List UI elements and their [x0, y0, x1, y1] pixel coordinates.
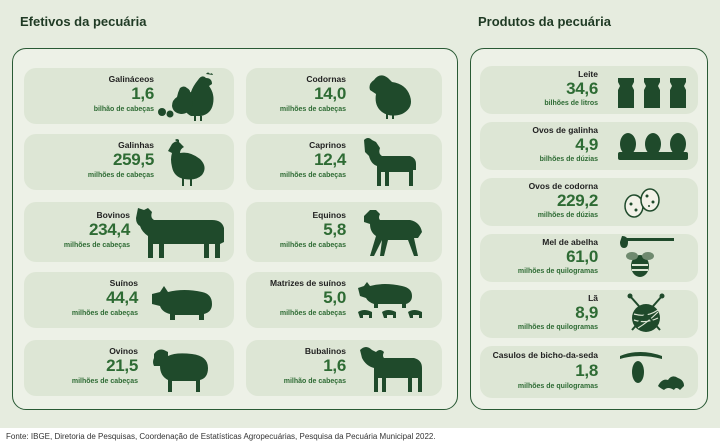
source-footnote: Fonte: IBGE, Diretoria de Pesquisas, Coo… — [6, 432, 436, 441]
card-unit: milhões de cabeças — [279, 172, 346, 179]
products-section-title: Produtos da pecuária — [478, 14, 611, 29]
chicken-hen-rooster-icon — [158, 72, 214, 121]
card-label: Ovos de codorna — [528, 181, 598, 191]
card-value: 229,2 — [556, 191, 598, 210]
card-label: Lã — [588, 293, 598, 303]
card-label: Mel de abelha — [542, 237, 598, 247]
card-value: 12,4 — [314, 150, 346, 169]
card-label: Bubalinos — [304, 346, 346, 356]
card-label: Caprinos — [309, 140, 346, 150]
card-unit: milhões de dúzias — [537, 212, 598, 219]
product-card-leite: Leite 34,6 bilhões de litros — [480, 66, 698, 114]
card-value: 34,6 — [566, 79, 598, 98]
card-value: 14,0 — [314, 84, 346, 103]
quail-icon — [369, 75, 411, 119]
livestock-card-galinhas: Galinhas 259,5 milhões de cabeças — [24, 134, 234, 190]
card-unit: milhões de cabeças — [71, 378, 138, 385]
livestock-card-codornas: Codornas 14,0 milhões de cabeças — [246, 68, 442, 124]
livestock-card-ovinos: Ovinos 21,5 milhões de cabeças — [24, 340, 234, 396]
livestock-card-suinos: Suínos 44,4 milhões de cabeças — [24, 272, 234, 328]
card-label: Galináceos — [108, 74, 154, 84]
livestock-card-matrizes-suinos: Matrizes de suínos 5,0 milhões de cabeça… — [246, 272, 442, 328]
card-value: 5,8 — [323, 220, 346, 239]
card-unit: milhões de cabeças — [63, 242, 130, 249]
card-label: Matrizes de suínos — [269, 278, 346, 288]
card-value: 5,0 — [323, 288, 346, 307]
card-unit: milhões de cabeças — [279, 242, 346, 249]
card-unit: milhões de quilogramas — [517, 268, 598, 275]
card-unit: milhões de quilogramas — [517, 324, 598, 331]
sheep-icon — [153, 349, 208, 392]
card-label: Galinhas — [118, 140, 154, 150]
product-card-mel-abelha: Mel de abelha 61,0 milhões de quilograma… — [480, 234, 698, 282]
card-label: Casulos de bicho-da-seda — [492, 350, 598, 360]
livestock-card-galinaceos: Galináceos 1,6 bilhão de cabeças — [24, 68, 234, 124]
card-label: Bovinos — [96, 210, 130, 220]
product-card-ovos-galinha: Ovos de galinha 4,9 bilhões de dúzias — [480, 122, 698, 170]
card-label: Equinos — [312, 210, 346, 220]
card-value: 259,5 — [112, 150, 154, 169]
livestock-section-title: Efetivos da pecuária — [20, 14, 147, 29]
milk-bottles-icon — [618, 78, 686, 108]
honey-bee-icon — [620, 236, 674, 277]
product-card-casulos: Casulos de bicho-da-seda 1,8 milhões de … — [480, 346, 698, 398]
card-label: Ovos de galinha — [532, 125, 598, 135]
card-unit: milhões de cabeças — [279, 106, 346, 113]
livestock-card-bovinos: Bovinos 234,4 milhões de cabeças — [24, 202, 234, 262]
card-unit: bilhões de dúzias — [539, 156, 598, 163]
card-value: 4,9 — [575, 135, 598, 154]
product-card-la: Lã 8,9 milhões de quilogramas — [480, 290, 698, 338]
horse-icon — [364, 210, 422, 256]
card-unit: milhão de cabeças — [283, 378, 346, 385]
card-unit: bilhões de litros — [544, 100, 598, 107]
goat-icon — [364, 138, 416, 186]
card-value: 234,4 — [88, 220, 130, 239]
card-value: 1,6 — [131, 84, 154, 103]
card-value: 61,0 — [566, 247, 598, 266]
card-value: 8,9 — [575, 303, 598, 322]
card-unit: milhões de quilogramas — [517, 383, 598, 390]
card-label: Ovinos — [109, 346, 138, 356]
card-unit: milhões de cabeças — [279, 310, 346, 317]
card-label: Leite — [578, 69, 598, 79]
card-label: Codornas — [306, 74, 346, 84]
cow-icon — [136, 208, 224, 258]
card-label: Suínos — [109, 278, 138, 288]
card-value: 44,4 — [106, 288, 138, 307]
card-unit: milhões de cabeças — [87, 172, 154, 179]
card-unit: bilhão de cabeças — [93, 106, 154, 113]
product-card-ovos-codorna: Ovos de codorna 229,2 milhões de dúzias — [480, 178, 698, 226]
livestock-card-bubalinos: Bubalinos 1,6 milhão de cabeças — [246, 340, 442, 396]
card-value: 1,6 — [323, 356, 346, 375]
quail-eggs-icon — [624, 188, 660, 218]
hen-icon — [168, 139, 205, 186]
wool-yarn-icon — [627, 293, 665, 332]
silkworm-icon — [620, 352, 684, 390]
eggs-icon — [618, 133, 688, 160]
livestock-card-caprinos: Caprinos 12,4 milhões de cabeças — [246, 134, 442, 190]
buffalo-icon — [360, 347, 422, 392]
livestock-card-equinos: Equinos 5,8 milhões de cabeças — [246, 202, 442, 262]
pig-icon — [152, 286, 212, 320]
card-value: 21,5 — [106, 356, 138, 375]
card-unit: milhões de cabeças — [71, 310, 138, 317]
card-value: 1,8 — [575, 361, 598, 380]
sow-piglets-icon — [358, 282, 422, 318]
